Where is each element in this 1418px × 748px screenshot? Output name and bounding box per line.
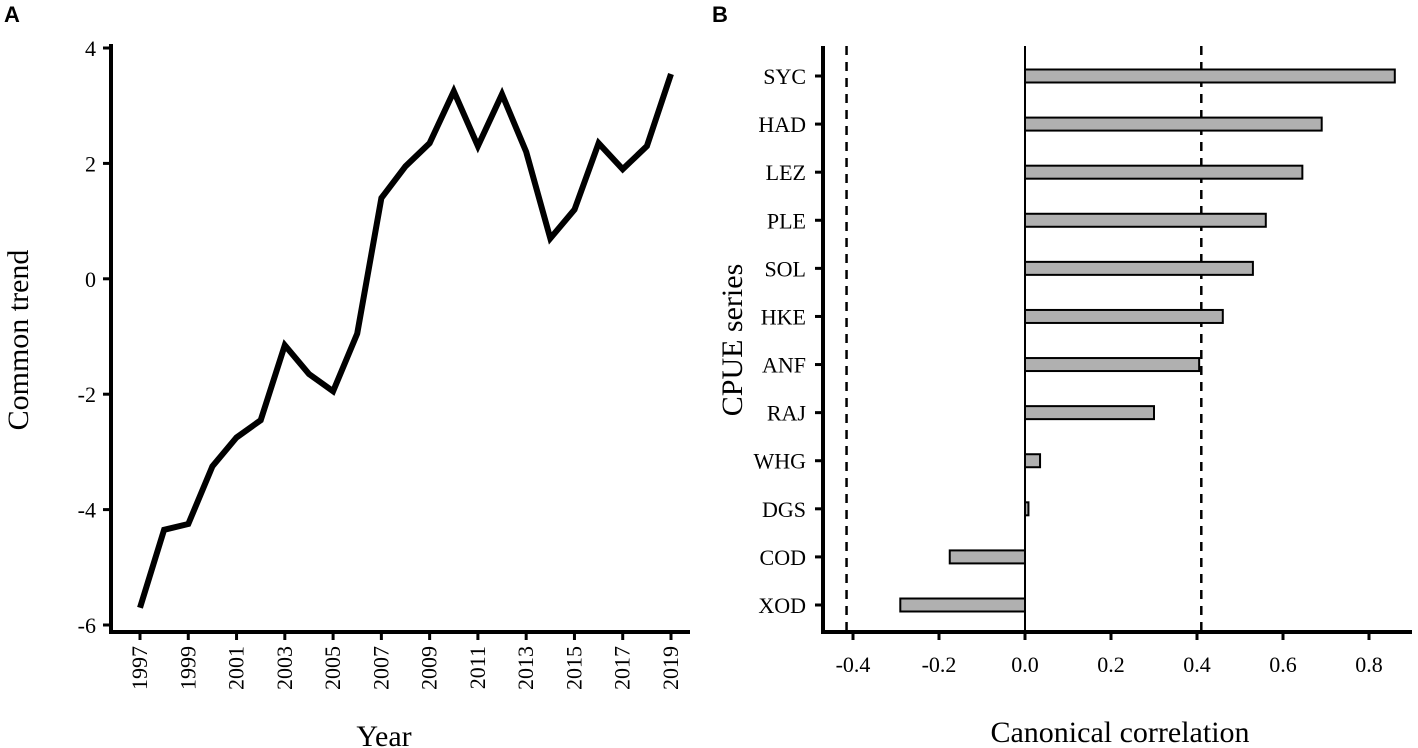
x-tick-label: 2005 [320, 646, 345, 690]
bar-xod [899, 597, 1026, 613]
bar-syc [1024, 68, 1396, 84]
y-tick-label: 0 [85, 267, 96, 292]
x-tick-label: 2019 [658, 646, 683, 690]
x-tick-label: 1999 [175, 646, 200, 690]
category-label-syc: SYC [763, 64, 806, 89]
x-tick-label: 2003 [272, 646, 297, 690]
category-label-xod: XOD [758, 593, 806, 618]
common-trend-line [137, 73, 674, 609]
category-label-had: HAD [758, 112, 806, 137]
bar-raj [1024, 405, 1155, 421]
category-label-whg: WHG [753, 449, 806, 474]
x-tick-label: -0.4 [836, 652, 871, 677]
x-tick-label: 2011 [465, 646, 490, 689]
x-tick-label: 2013 [513, 646, 538, 690]
x-tick-label: 0.8 [1355, 652, 1383, 677]
x-axis-title: Canonical correlation [990, 716, 1249, 748]
panel-b-letter: B [712, 2, 728, 27]
x-tick-label: 1997 [127, 646, 152, 690]
category-label-raj: RAJ [767, 401, 807, 426]
category-label-anf: ANF [762, 353, 806, 378]
x-tick-label: 2001 [224, 646, 249, 690]
category-label-sol: SOL [764, 256, 806, 281]
y-tick-label: -6 [78, 613, 96, 638]
x-tick-label: -0.2 [922, 652, 957, 677]
y-tick-label: 4 [85, 36, 96, 61]
x-axis-title: Year [356, 720, 411, 748]
panel-a-letter: A [4, 2, 20, 27]
x-tick-label: 2015 [561, 646, 586, 690]
y-tick-label: -2 [78, 382, 96, 407]
x-tick-label: 2017 [610, 646, 635, 690]
bar-dgs [1024, 501, 1030, 517]
x-tick-label: 0.6 [1269, 652, 1297, 677]
category-label-lez: LEZ [766, 160, 806, 185]
x-tick-label: 2007 [368, 646, 393, 690]
y-tick-label: 2 [85, 151, 96, 176]
y-tick-label: -4 [78, 498, 96, 523]
bar-sol [1024, 260, 1254, 276]
bar-whg [1024, 453, 1042, 469]
category-label-hke: HKE [761, 304, 806, 329]
category-label-ple: PLE [767, 208, 806, 233]
bar-ple [1024, 212, 1267, 228]
canonical-correlation-bar-chart: SYC HAD LEZ PLE SOL HKE ANF RAJ WHG DGS COD XOD -0.… [716, 46, 1412, 748]
y-axis-title: Common trend [2, 250, 35, 431]
x-tick-label: 0.4 [1183, 652, 1211, 677]
x-tick-label: 0.2 [1097, 652, 1125, 677]
bar-cod [948, 549, 1026, 565]
x-tick-label: 0.0 [1011, 652, 1039, 677]
category-label-cod: COD [760, 545, 806, 570]
category-label-dgs: DGS [762, 497, 806, 522]
bar-had [1024, 116, 1323, 132]
bar-hke [1024, 308, 1224, 324]
trend-line-chart: 4 2 0 -2 -4 -6 1997 1999 2001 2003 2005 2007 2009 20… [2, 36, 690, 748]
y-axis-title: CPUE series [716, 264, 749, 417]
x-tick-label: 2009 [417, 646, 442, 690]
bar-anf [1024, 357, 1201, 373]
bar-lez [1024, 164, 1304, 180]
